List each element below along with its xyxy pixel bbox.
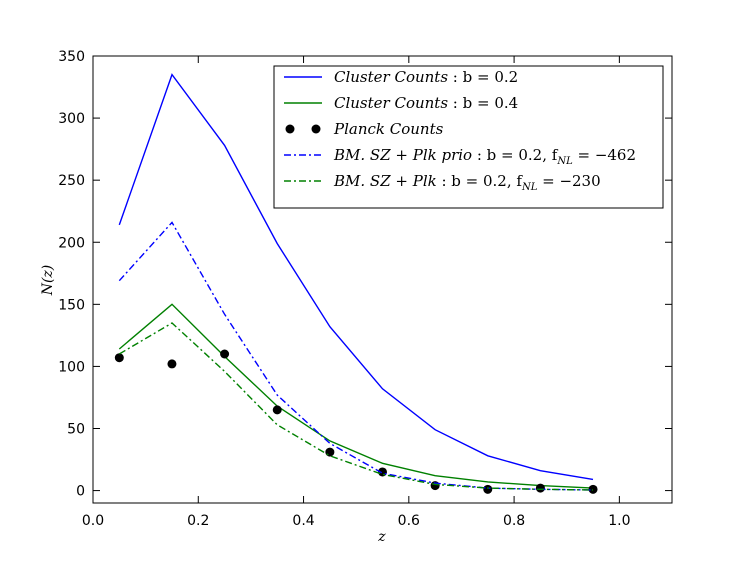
legend-label: Cluster Counts : b = 0.4 [334,94,518,112]
series-line-5 [118,322,594,491]
data-point [535,483,545,493]
y-tick-label: 0 [76,484,85,500]
legend-marker [285,124,295,134]
legend-label: Planck Counts [333,120,444,138]
legend: Cluster Counts : b = 0.2 Cluster Counts :… [273,65,664,209]
series-layer [114,73,598,494]
x-axis-label: z [377,529,386,545]
data-point [272,405,282,415]
data-point [483,484,493,494]
x-tick-label: 0.0 [82,513,104,529]
data-point [114,353,124,363]
legend-label: BM. SZ + Plk prio : b = 0.2, fNL = −462 [333,146,636,167]
y-tick-label: 50 [67,422,85,438]
series-line-1 [118,73,594,481]
x-tick-label: 0.2 [187,513,209,529]
x-tick-label: 0.8 [503,513,525,529]
data-point [325,447,335,457]
data-point [588,484,598,494]
y-axis-label: N(z) [40,265,56,297]
x-tick-label: 0.6 [398,513,420,529]
y-tick-label: 250 [58,173,85,189]
y-tick-label: 100 [58,359,85,375]
y-tick-label: 300 [58,111,85,127]
legend-label: BM. SZ + Plk : b = 0.2, fNL = −230 [333,172,601,193]
axis-ticks: 0.0 0.2 0.4 0.6 0.8 1.0 0 50 100 150 200 250 300 350 [58,49,672,529]
y-tick-label: 350 [58,49,85,65]
x-tick-label: 1.0 [608,513,630,529]
data-point [167,359,177,369]
data-point [220,349,230,359]
y-tick-label: 150 [58,297,85,313]
y-tick-label: 200 [58,235,85,251]
legend-label: Cluster Counts : b = 0.2 [334,68,518,86]
legend-marker [311,124,321,134]
series-line-2 [118,303,594,489]
legend-box [273,65,664,209]
series-line-4 [118,221,594,491]
x-tick-label: 0.4 [292,513,314,529]
